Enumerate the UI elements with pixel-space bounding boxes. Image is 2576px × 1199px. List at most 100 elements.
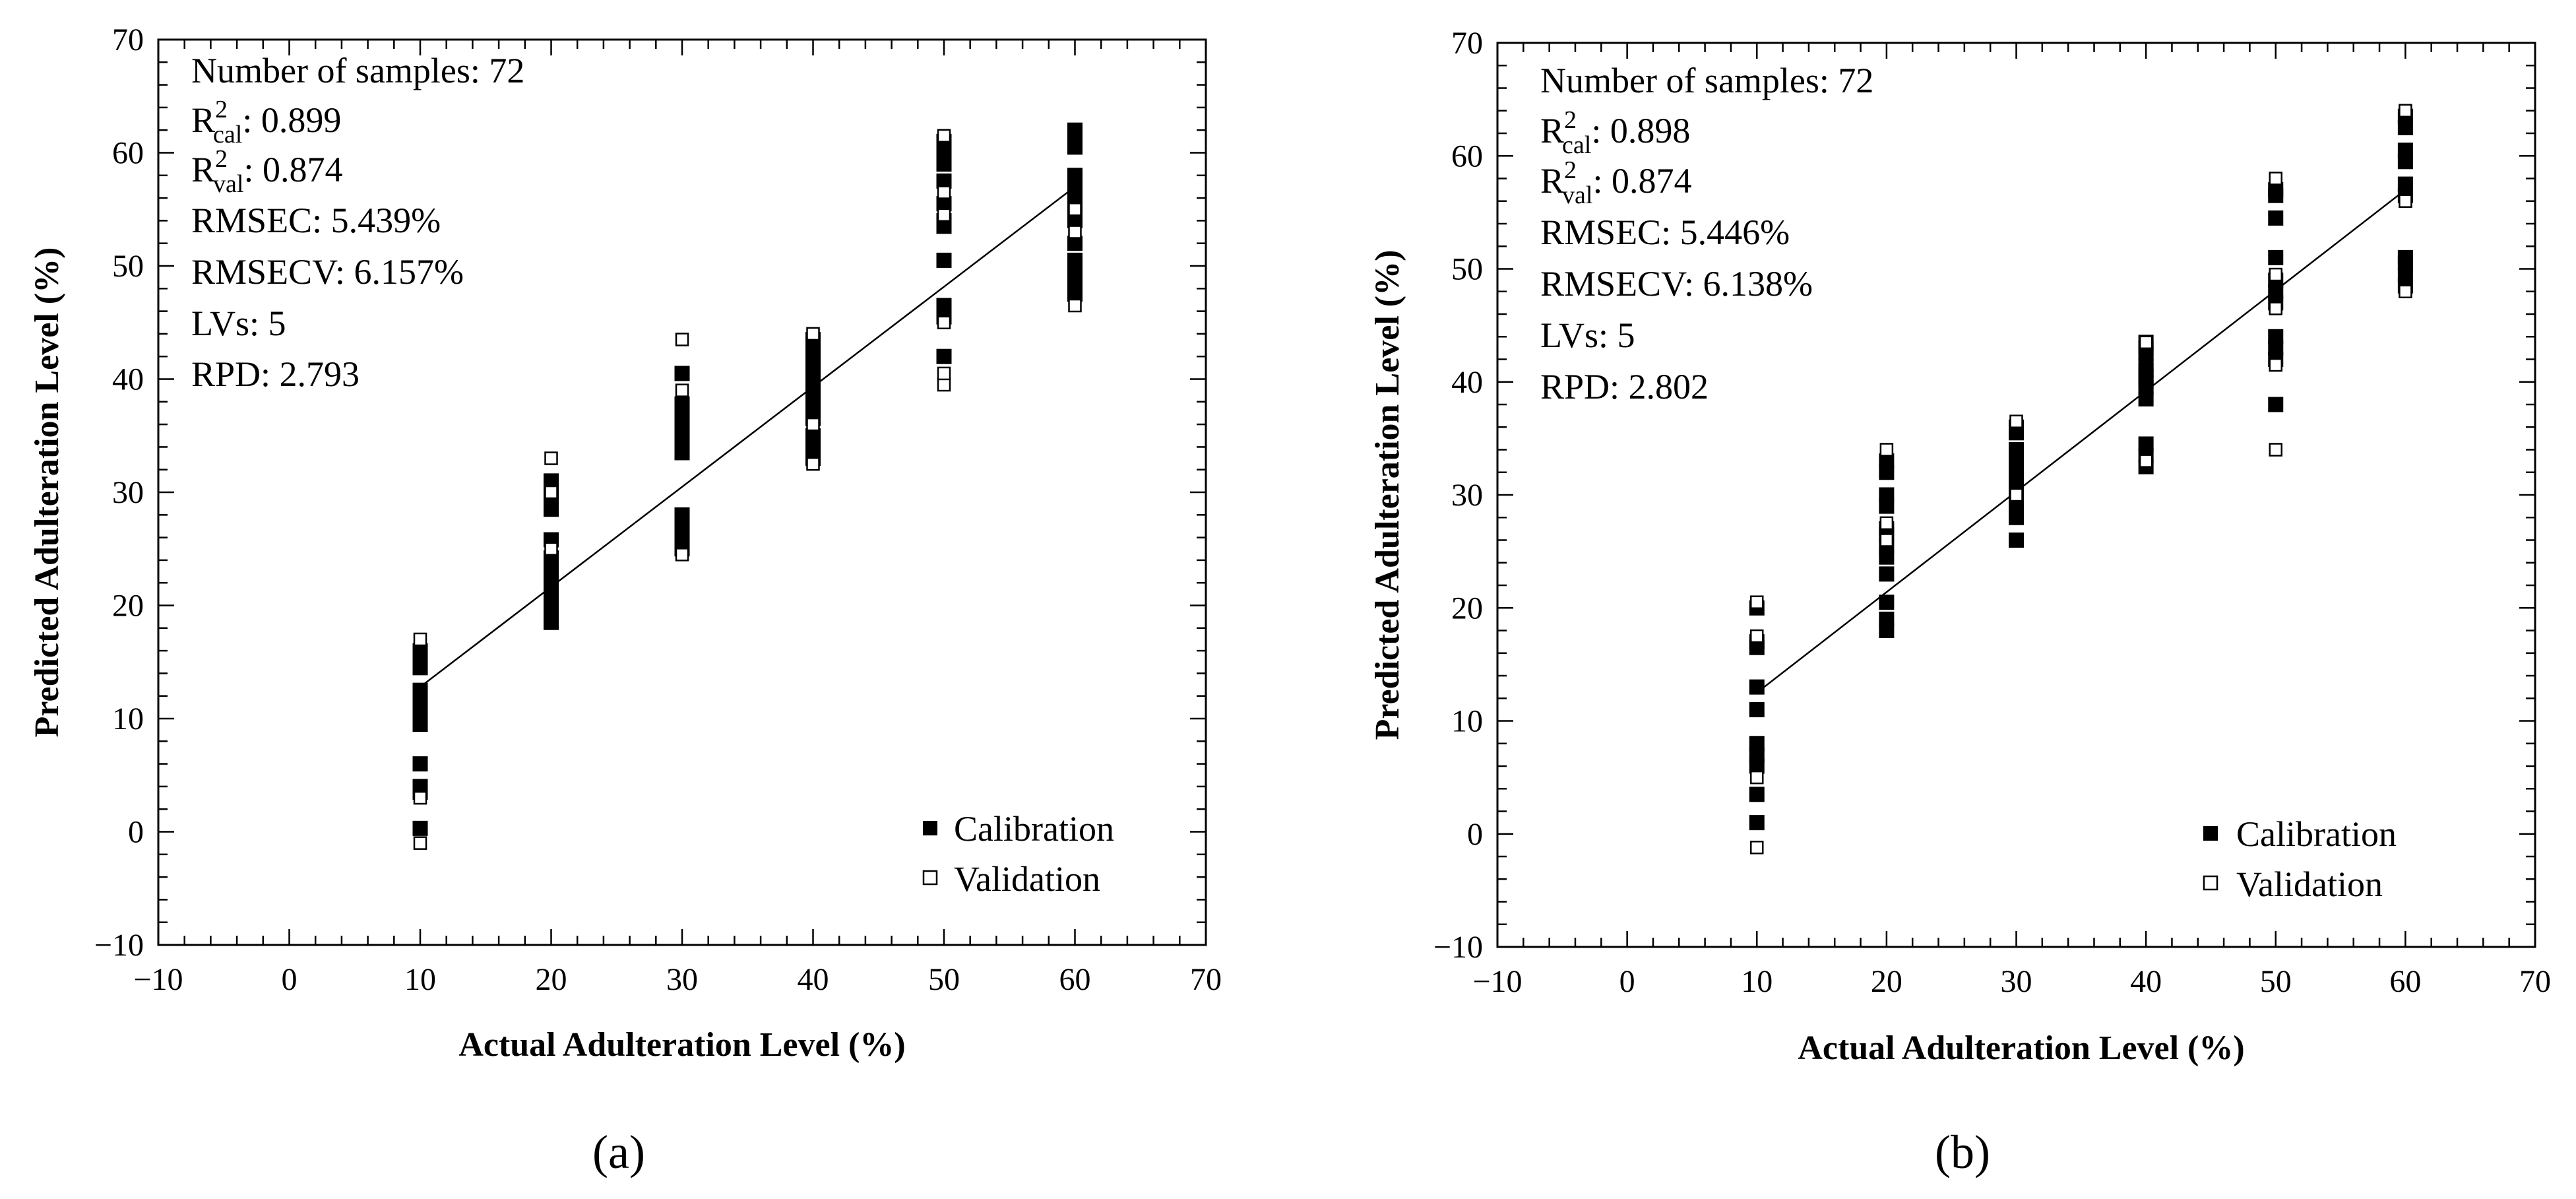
stat-r2-cal: R2 cal: 0.898 [1540, 106, 1690, 159]
legend-calibration-label: Calibration [2236, 814, 2397, 854]
calibration-point [1067, 122, 1083, 138]
validation-point [413, 791, 427, 805]
validation-point [675, 548, 689, 562]
calibration-point [674, 530, 690, 546]
calibration-point [1879, 611, 1895, 627]
validation-point [1068, 203, 1082, 216]
x-tick-label: 50 [2260, 964, 2292, 999]
regression-fit-line [420, 185, 1076, 688]
calibration-point [2397, 143, 2413, 158]
x-axis-ticks [157, 40, 1207, 945]
calibration-point [1879, 566, 1895, 582]
y-tick-label: 50 [1451, 252, 1483, 287]
caption-b: (b) [1935, 1126, 1990, 1179]
calibration-point [2009, 533, 2024, 548]
validation-point [2009, 414, 2023, 428]
y-axis-tick-labels: −10 0 10 20 30 40 50 60 70 [1433, 26, 1483, 965]
legend-calibration-marker [2203, 826, 2218, 841]
validation-point [1068, 225, 1082, 239]
x-tick-label: 70 [2519, 964, 2551, 999]
calibration-points [412, 122, 1083, 836]
validation-point [1879, 443, 1894, 457]
stat-r2-cal: R2 cal: 0.899 [191, 96, 341, 148]
validation-point [675, 333, 689, 346]
validation-point [1750, 770, 1764, 785]
calibration-point [1749, 815, 1765, 831]
x-tick-label: 40 [798, 962, 829, 997]
validation-points [1750, 104, 2412, 855]
calibration-point [1749, 736, 1765, 752]
x-axis-tick-labels: −10 0 10 20 30 40 50 60 70 [133, 962, 1222, 997]
calibration-point [2268, 210, 2284, 226]
y-tick-label: 10 [1451, 704, 1483, 739]
validation-point [2269, 172, 2282, 185]
validation-point [544, 485, 558, 500]
calibration-point [544, 609, 559, 625]
validation-point [806, 457, 820, 471]
calibration-point [674, 396, 690, 412]
validation-point [937, 315, 951, 329]
stats-block: Number of samples: 72 R2 cal: 0.898 R2 val… [1540, 61, 1873, 406]
x-tick-label: 70 [1190, 962, 1222, 997]
chart-panel-b: −10 0 10 20 30 40 50 60 70 −10 0 10 20 30 40 50 60 70 Ac… [1369, 26, 2551, 1067]
validation-point [937, 377, 951, 392]
calibration-point [805, 394, 821, 410]
validation-point [544, 451, 558, 465]
x-tick-label: 60 [1059, 962, 1091, 997]
y-tick-label: 70 [1451, 26, 1483, 61]
y-axis-title: Predicted Adulteration Level (%) [1369, 250, 1406, 740]
stat-rmsecv: RMSECV: 6.138% [1540, 264, 1813, 304]
y-tick-label: 40 [112, 362, 144, 397]
x-tick-label: 20 [536, 962, 567, 997]
stat-rmsecv: RMSECV: 6.157% [191, 252, 464, 292]
calibration-point [2397, 249, 2413, 265]
x-tick-label: 10 [404, 962, 436, 997]
fit-line-group [420, 185, 1076, 688]
legend-calibration-marker [923, 821, 937, 835]
validation-points [413, 129, 1082, 850]
y-axis-title: Predicted Adulteration Level (%) [28, 247, 66, 738]
x-axis-ticks [1496, 43, 2536, 947]
legend-validation-marker [922, 870, 938, 886]
validation-point [806, 327, 820, 341]
validation-point [2399, 284, 2412, 298]
calibration-point [412, 820, 428, 836]
validation-point [1750, 629, 1764, 643]
y-tick-label: 50 [112, 249, 144, 284]
validation-point [2269, 302, 2282, 315]
y-axis-ticks [158, 38, 1206, 946]
calibration-point [2138, 436, 2154, 452]
calibration-point [2138, 374, 2154, 390]
regression-fit-line [1756, 189, 2406, 694]
validation-point [937, 185, 951, 199]
x-tick-label: 20 [1871, 964, 1902, 999]
validation-point [544, 542, 558, 556]
x-tick-label: 50 [928, 962, 960, 997]
x-tick-label: 40 [2130, 964, 2162, 999]
validation-point [2139, 454, 2153, 468]
x-axis-tick-labels: −10 0 10 20 30 40 50 60 70 [1472, 964, 2551, 999]
calibration-point [2268, 329, 2284, 344]
validation-point [1879, 533, 1894, 547]
validation-point [806, 417, 820, 432]
y-tick-label: 10 [112, 701, 144, 736]
x-tick-label: 60 [2389, 964, 2421, 999]
x-tick-label: −10 [1472, 964, 1522, 999]
x-tick-label: 0 [1619, 964, 1635, 999]
x-tick-label: 30 [666, 962, 698, 997]
calibration-point [1067, 252, 1083, 268]
fit-line-group [1756, 189, 2406, 694]
y-tick-label: −10 [1433, 930, 1483, 965]
calibration-point [1879, 498, 1895, 514]
stat-samples: Number of samples: 72 [1540, 61, 1873, 100]
calibration-point [544, 575, 559, 591]
calibration-point [805, 360, 821, 375]
calibration-point [1749, 787, 1765, 802]
calibration-point [674, 428, 690, 443]
stat-rpd: RPD: 2.793 [191, 354, 360, 394]
x-axis-title: Actual Adulteration Level (%) [458, 1026, 905, 1064]
x-axis-title: Actual Adulteration Level (%) [1798, 1029, 2244, 1067]
validation-point [2399, 104, 2412, 117]
y-tick-label: 20 [1451, 591, 1483, 626]
stat-r2-val: R2 val: 0.874 [1540, 156, 1691, 209]
